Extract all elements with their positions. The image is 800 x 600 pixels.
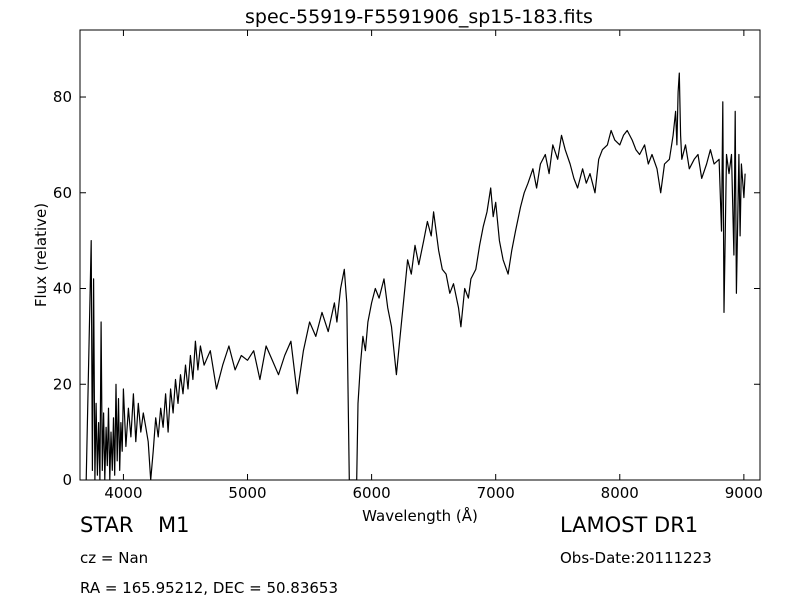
obs-date-label: Obs-Date:20111223: [560, 549, 712, 567]
y-axis: 0 20 40 60 80: [53, 88, 760, 489]
x-axis: 4000 5000 6000 7000 8000 9000: [104, 30, 763, 502]
y-tick-label: 60: [53, 184, 72, 202]
y-tick-label: 40: [53, 280, 72, 298]
x-tick-label: 5000: [228, 484, 266, 502]
y-tick-label: 80: [53, 88, 72, 106]
chart-title: spec-55919-F5591906_sp15-183.fits: [245, 6, 593, 28]
spectrum-line: [85, 72, 746, 480]
x-tick-label: 8000: [601, 484, 639, 502]
x-tick-label: 9000: [725, 484, 763, 502]
survey-label: LAMOST DR1: [560, 513, 699, 537]
plot-area: [85, 72, 746, 480]
x-axis-label: Wavelength (Å): [362, 506, 478, 525]
plot-frame: [79, 29, 761, 481]
x-tick-label: 4000: [104, 484, 142, 502]
y-axis-label: Flux (relative): [32, 203, 50, 307]
y-tick-label: 0: [62, 471, 72, 489]
redshift-label: cz = Nan: [80, 549, 149, 567]
y-tick-label: 20: [53, 375, 72, 393]
coordinates-label: RA = 165.95212, DEC = 50.83653: [80, 579, 339, 597]
object-type-label: STAR: [80, 513, 134, 537]
x-tick-label: 6000: [353, 484, 391, 502]
x-tick-label: 7000: [477, 484, 515, 502]
subclass-label: M1: [158, 513, 190, 537]
